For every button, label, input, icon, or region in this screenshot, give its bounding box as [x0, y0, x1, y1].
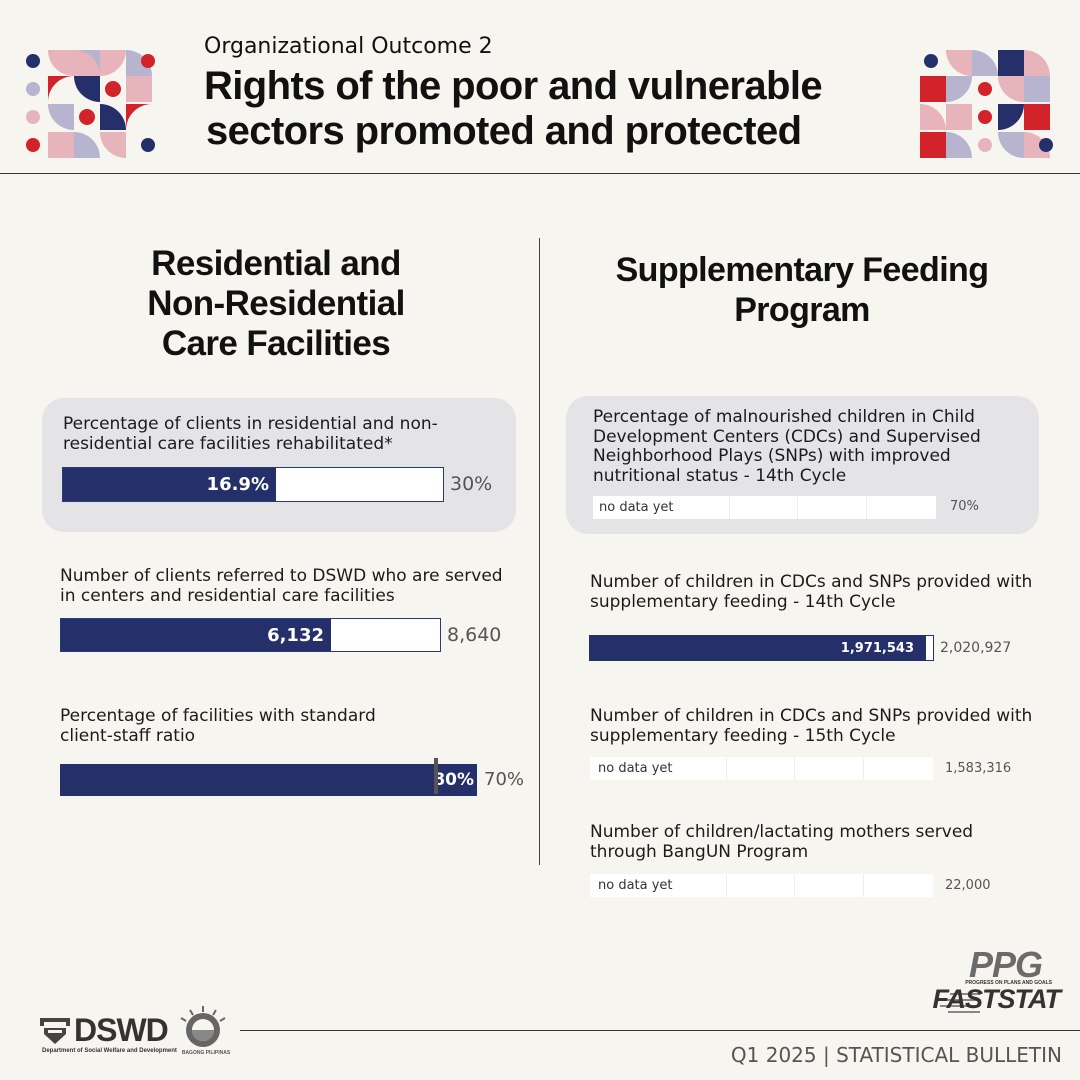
no-data-bar-improved-nutrition: no data yet [593, 496, 936, 519]
metric-label-line: Number of children in CDCs and SNPs prov… [590, 706, 1033, 726]
right-section-title-line-1: Supplementary Feeding [615, 251, 989, 289]
geometric-pattern-right-icon [920, 50, 1058, 158]
bar-gridcell [593, 496, 730, 519]
metric-label-line: Percentage of facilities with standard [60, 706, 376, 726]
metric-label-line: client-staff ratio [60, 726, 196, 746]
page-title: Rights of the poor and vulnerable sector… [204, 64, 904, 154]
bar-gridcell [590, 874, 727, 897]
metric-label-line: in centers and residential care faciliti… [60, 586, 395, 606]
bar-gridcell [590, 757, 727, 780]
metric-label-line: nutritional status - 14th Cycle [593, 465, 847, 486]
ppg-faststat-logo: PPG PROGRESS ON PLANS AND GOALS FASTSTAT [933, 944, 1064, 1018]
bar-gridcell [864, 874, 933, 897]
left-section-title: Residential and Non-Residential Care Fac… [96, 244, 456, 364]
target-value-clients-served: 8,640 [447, 624, 502, 646]
left-section-title-line-1: Residential and [151, 244, 401, 283]
metric-card-rehabilitated [42, 398, 516, 532]
left-section-title-line-3: Care Facilities [161, 324, 391, 363]
progress-fill-clients-served: 6,132 [61, 619, 331, 651]
bar-gridcell [727, 874, 795, 897]
metric-label-line: Neighborhood Plays (SNPs) with improved [593, 446, 951, 466]
speed-lines-icon [940, 993, 980, 1013]
metric-label-line: supplementary feeding - 15th Cycle [590, 726, 896, 746]
outcome-label: Organizational Outcome 2 [204, 34, 493, 59]
bar-gridcell [864, 757, 933, 780]
column-divider [539, 238, 540, 865]
no-data-text: no data yet [598, 878, 673, 893]
right-section-title: Supplementary Feeding Program [572, 250, 1032, 330]
metric-label-line: Number of clients referred to DSWD who a… [60, 566, 503, 586]
faststat-wordmark: FASTSTAT [932, 984, 1061, 1014]
metric-label-line: Percentage of clients in residential and… [63, 414, 438, 434]
metric-label-staff-ratio: Percentage of facilities with standard c… [60, 706, 376, 746]
target-value-feeding-14th: 2,020,927 [940, 640, 1012, 656]
left-section-title-line-2: Non-Residential [147, 284, 405, 323]
bar-gridcell [730, 496, 798, 519]
ppg-mark: PPG [968, 944, 1043, 985]
footer-divider [240, 1030, 1080, 1031]
metric-label-line: through BangUN Program [590, 842, 809, 862]
right-section-title-line-2: Program [734, 291, 870, 329]
dswd-wordmark: DSWD [74, 1012, 169, 1048]
progress-fill-rehabilitated: 16.9% [63, 468, 276, 501]
no-data-text: no data yet [599, 500, 674, 515]
metric-label-line: Percentage of malnourished children in C… [593, 407, 975, 427]
metric-label-line: Number of children in CDCs and SNPs prov… [590, 572, 1033, 592]
progress-bar-clients-served: 6,132 [60, 618, 441, 652]
metric-label-clients-served: Number of clients referred to DSWD who a… [60, 566, 503, 606]
page-title-line-1: Rights of the poor and vulnerable [204, 64, 823, 108]
statistical-bulletin-label: Q1 2025 | STATISTICAL BULLETIN [730, 1043, 1062, 1067]
metric-label-feeding-15th: Number of children in CDCs and SNPs prov… [590, 706, 1032, 746]
bar-gridcell [867, 496, 936, 519]
metric-label-line: Number of children/lactating mothers ser… [590, 822, 974, 842]
metric-label-feeding-14th: Number of children in CDCs and SNPs prov… [590, 572, 1032, 612]
metric-label-line: residential care facilities rehabilitate… [63, 434, 393, 454]
progress-fill-staff-ratio: 80% [60, 764, 477, 796]
bagong-pilipinas-text: BAGONG PILIPINAS [181, 1050, 231, 1056]
bagong-pilipinas-seal-icon [180, 1006, 226, 1047]
target-value-bangun: 22,000 [945, 878, 991, 893]
progress-bar-rehabilitated: 16.9% [62, 467, 444, 502]
page-title-line-2: sectors promoted and protected [206, 109, 802, 153]
geometric-pattern-left-icon [22, 50, 160, 158]
progress-bar-feeding-14th: 1,971,543 [589, 635, 934, 661]
ppg-subtitle: PROGRESS ON PLANS AND GOALS [965, 980, 1052, 986]
metric-label-line: Development Centers (CDCs) and Supervise… [593, 426, 981, 447]
target-value-staff-ratio: 70% [484, 769, 525, 790]
progress-fill-feeding-14th: 1,971,543 [590, 636, 926, 660]
metric-label-line: supplementary feeding - 14th Cycle [590, 592, 896, 612]
target-value-improved-nutrition: 70% [950, 499, 979, 514]
target-marker [434, 758, 438, 794]
bar-gridcell [727, 757, 795, 780]
progress-bar-staff-ratio: 80% [60, 758, 477, 796]
target-value-feeding-15th: 1,583,316 [945, 761, 1012, 776]
header-divider [0, 173, 1080, 174]
dswd-logo-icon [40, 1018, 70, 1044]
no-data-bar-bangun: no data yet [590, 874, 933, 897]
no-data-text: no data yet [598, 761, 673, 776]
target-value-rehabilitated: 30% [450, 473, 493, 495]
bar-gridcell [795, 874, 864, 897]
bagong-pilipinas-logo: BAGONG PILIPINAS [176, 1006, 230, 1056]
no-data-bar-feeding-15th: no data yet [590, 757, 933, 780]
bar-gridcell [798, 496, 867, 519]
metric-label-improved-nutrition: Percentage of malnourished children in C… [593, 407, 981, 486]
bar-gridcell [795, 757, 864, 780]
metric-label-rehabilitated: Percentage of clients in residential and… [63, 414, 438, 454]
dswd-subtitle: Department of Social Welfare and Develop… [42, 1048, 177, 1054]
metric-label-bangun: Number of children/lactating mothers ser… [590, 822, 973, 862]
